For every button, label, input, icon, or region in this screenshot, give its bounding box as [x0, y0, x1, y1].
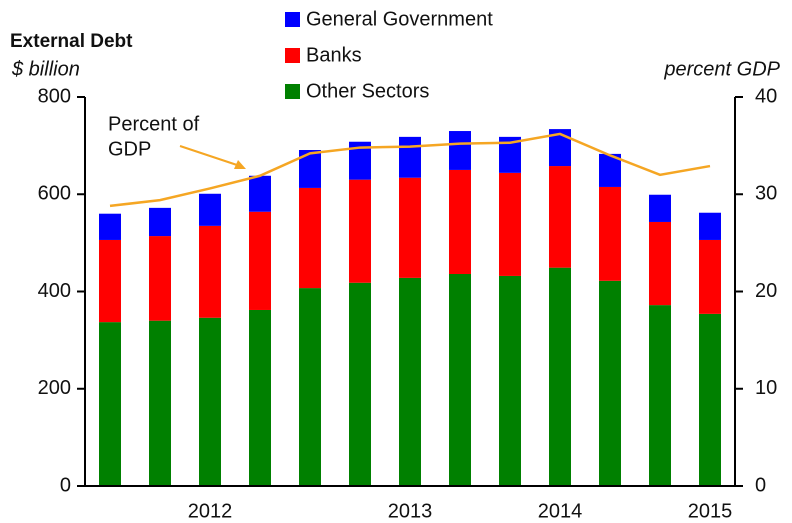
legend-label: Other Sectors — [306, 80, 429, 102]
x-tick-label: 2013 — [388, 500, 433, 522]
y-tick-label: 400 — [38, 280, 71, 302]
bar-segment — [549, 129, 571, 167]
bar-segment — [99, 322, 121, 486]
chart-title: External Debt — [10, 31, 133, 52]
bar-segment — [649, 305, 671, 486]
bar-segment — [299, 150, 321, 188]
bar-segment — [199, 193, 221, 226]
x-tick-label: 2014 — [538, 500, 583, 522]
bar-segment — [599, 186, 621, 281]
bar-segment — [149, 236, 171, 321]
arrow-head — [234, 160, 246, 169]
bar-segment — [699, 313, 721, 486]
bar-segment — [149, 207, 171, 237]
legend-swatch — [285, 48, 300, 63]
legend-label: General Government — [306, 8, 493, 30]
bar-segment — [99, 239, 121, 323]
bar-segment — [399, 277, 421, 486]
y2-tick-label: 30 — [755, 183, 777, 205]
bar-segment — [449, 169, 471, 274]
x-tick-label: 2015 — [688, 500, 733, 522]
y-tick-label: 800 — [38, 85, 71, 107]
bar-segment — [249, 175, 271, 212]
y2-axis-label: percent GDP — [663, 58, 780, 80]
y-tick-label: 0 — [60, 474, 71, 496]
y-tick-label: 600 — [38, 183, 71, 205]
bar-segment — [199, 317, 221, 486]
annotation: Percent of — [108, 113, 200, 135]
bar-segment — [249, 211, 271, 310]
y2-tick-label: 10 — [755, 377, 777, 399]
legend-swatch — [285, 12, 300, 27]
bar-segment — [599, 153, 621, 187]
line — [109, 132, 711, 208]
annotation-arrow — [179, 145, 241, 167]
bar-segment — [199, 225, 221, 318]
bar-segment — [349, 179, 371, 283]
bar-segment — [349, 141, 371, 180]
y2-tick-label: 20 — [755, 280, 777, 302]
y-tick-label: 200 — [38, 377, 71, 399]
bar-segment — [149, 320, 171, 486]
bar-segment — [449, 131, 471, 170]
bar-segment — [299, 187, 321, 289]
bar-segment — [499, 275, 521, 486]
legend-swatch — [285, 84, 300, 99]
bar-segment — [499, 136, 521, 173]
y-axis-label: $ billion — [11, 58, 80, 80]
bar-segment — [549, 267, 571, 486]
bar-segment — [699, 212, 721, 240]
bar-segment — [649, 194, 671, 222]
y2-tick-label: 40 — [755, 85, 777, 107]
bar-segment — [649, 221, 671, 306]
bar-segment — [349, 282, 371, 486]
bar-segment — [99, 213, 121, 240]
bar-segment — [449, 273, 471, 486]
annotation: GDP — [108, 138, 151, 160]
bar-segment — [399, 136, 421, 178]
bar-segment — [499, 172, 521, 276]
legend-label: Banks — [306, 44, 362, 66]
x-tick-label: 2012 — [188, 500, 233, 522]
bar-segment — [599, 280, 621, 486]
bar-segment — [299, 288, 321, 486]
bar-segment — [549, 166, 571, 268]
bar-segment — [249, 309, 271, 486]
bar-segment — [399, 177, 421, 278]
y2-tick-label: 0 — [755, 474, 766, 496]
bar-segment — [699, 239, 721, 314]
